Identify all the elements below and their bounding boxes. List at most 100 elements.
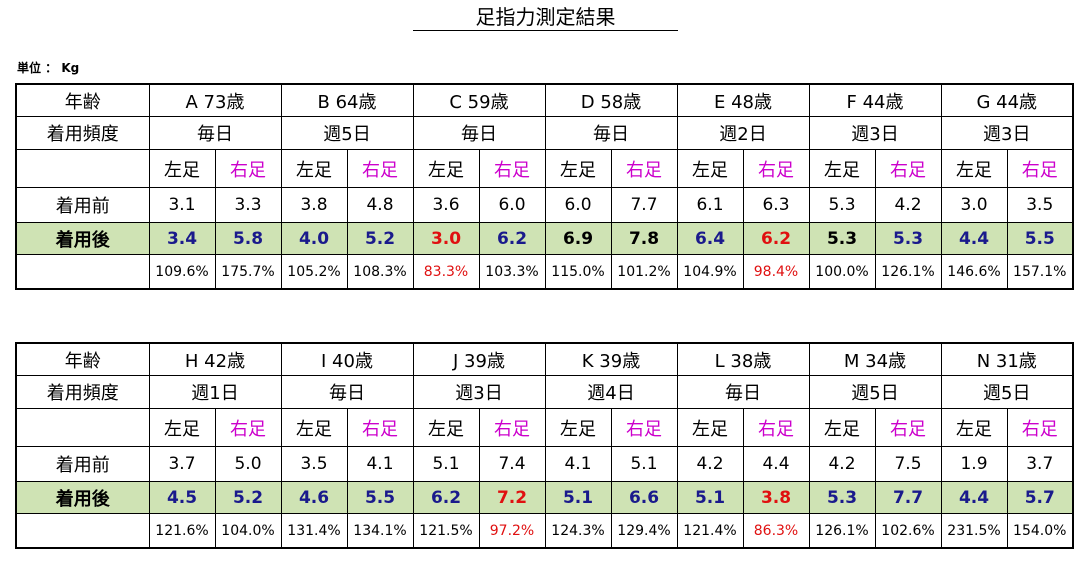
before-value: 6.1 [676, 187, 744, 223]
after-value: 3.0 [412, 222, 480, 255]
before-value: 3.8 [280, 187, 348, 223]
after-value: 4.6 [280, 481, 348, 514]
ratio-value: 108.3% [346, 254, 414, 290]
left-foot-label: 左足 [148, 408, 216, 447]
age-row-label: 年齢 [15, 83, 150, 117]
left-foot-label: 左足 [940, 408, 1008, 447]
right-foot-label: 右足 [214, 408, 282, 447]
ratio-value: 157.1% [1006, 254, 1074, 290]
before-row: 着用前 3.1 3.3 3.8 4.8 3.6 6.0 6.0 7.7 6.1 6.3 5.3 4.2 3… [15, 187, 1074, 223]
right-foot-label: 右足 [610, 408, 678, 447]
ratio-value: 121.4% [676, 513, 744, 549]
before-value: 5.0 [214, 446, 282, 482]
left-foot-label: 左足 [412, 149, 480, 188]
frequency-row: 着用頻度 毎日 週5日 毎日 毎日 週2日 週3日 週3日 [15, 116, 1074, 150]
ratio-value: 126.1% [808, 513, 876, 549]
before-value: 5.1 [610, 446, 678, 482]
wear-frequency: 毎日 [544, 116, 678, 150]
right-foot-label: 右足 [1006, 408, 1074, 447]
after-value: 5.8 [214, 222, 282, 255]
after-value: 6.4 [676, 222, 744, 255]
frequency-row-label: 着用頻度 [15, 375, 150, 409]
after-value: 6.2 [742, 222, 810, 255]
after-value: 4.4 [940, 222, 1008, 255]
after-value: 3.8 [742, 481, 810, 514]
before-value: 4.8 [346, 187, 414, 223]
ratio-value: 146.6% [940, 254, 1008, 290]
after-value: 7.2 [478, 481, 546, 514]
after-row: 着用後 4.5 5.2 4.6 5.5 6.2 7.2 5.1 6.6 5.1 3.8 5.3 7.7 4… [15, 481, 1074, 514]
ratio-value: 115.0% [544, 254, 612, 290]
ratio-value: 154.0% [1006, 513, 1074, 549]
foot-side-row: 左足 右足 左足 右足 左足 右足 左足 右足 左足 右足 左足 右足 左足 右足 [15, 149, 1074, 188]
left-foot-label: 左足 [676, 408, 744, 447]
right-foot-label: 右足 [214, 149, 282, 188]
subject-id: C 59歳 [412, 83, 546, 117]
left-foot-label: 左足 [544, 408, 612, 447]
ratio-value: 83.3% [412, 254, 480, 290]
after-value: 5.3 [808, 481, 876, 514]
ratio-value: 231.5% [940, 513, 1008, 549]
before-value: 6.3 [742, 187, 810, 223]
before-value: 3.6 [412, 187, 480, 223]
after-value: 6.9 [544, 222, 612, 255]
ratio-value: 101.2% [610, 254, 678, 290]
before-value: 3.7 [148, 446, 216, 482]
ratio-value: 102.6% [874, 513, 942, 549]
subject-id: M 34歳 [808, 342, 942, 376]
after-value: 4.0 [280, 222, 348, 255]
subject-id: G 44歳 [940, 83, 1074, 117]
wear-frequency: 毎日 [148, 116, 282, 150]
wear-frequency: 毎日 [676, 375, 810, 409]
unit-label: 単位 ： Kg [17, 61, 80, 75]
before-value: 3.5 [280, 446, 348, 482]
subject-id: E 48歳 [676, 83, 810, 117]
after-value: 6.2 [412, 481, 480, 514]
wear-frequency: 週3日 [940, 116, 1074, 150]
before-value: 3.5 [1006, 187, 1074, 223]
ratio-value: 129.4% [610, 513, 678, 549]
after-row-label: 着用後 [15, 481, 150, 514]
right-foot-label: 右足 [874, 149, 942, 188]
ratio-value: 98.4% [742, 254, 810, 290]
left-foot-label: 左足 [280, 149, 348, 188]
empty-label-cell [15, 513, 150, 549]
before-value: 3.0 [940, 187, 1008, 223]
ratio-value: 105.2% [280, 254, 348, 290]
frequency-row-label: 着用頻度 [15, 116, 150, 150]
subject-id: N 31歳 [940, 342, 1074, 376]
ratio-value: 126.1% [874, 254, 942, 290]
subject-id: H 42歳 [148, 342, 282, 376]
ratio-value: 86.3% [742, 513, 810, 549]
left-foot-label: 左足 [412, 408, 480, 447]
subject-id: D 58歳 [544, 83, 678, 117]
after-value: 5.2 [214, 481, 282, 514]
ratio-value: 100.0% [808, 254, 876, 290]
subject-id: I 40歳 [280, 342, 414, 376]
after-value: 7.8 [610, 222, 678, 255]
after-value: 7.7 [874, 481, 942, 514]
right-foot-label: 右足 [874, 408, 942, 447]
before-value: 1.9 [940, 446, 1008, 482]
ratio-row: 109.6% 175.7% 105.2% 108.3% 83.3% 103.3% 115.0… [15, 254, 1074, 290]
ratio-value: 134.1% [346, 513, 414, 549]
right-foot-label: 右足 [478, 408, 546, 447]
right-foot-label: 右足 [346, 408, 414, 447]
before-value: 7.4 [478, 446, 546, 482]
right-foot-label: 右足 [742, 149, 810, 188]
left-foot-label: 左足 [148, 149, 216, 188]
before-value: 4.4 [742, 446, 810, 482]
wear-frequency: 週5日 [940, 375, 1074, 409]
before-value: 4.2 [676, 446, 744, 482]
ratio-value: 104.9% [676, 254, 744, 290]
age-row: 年齢 H 42歳 I 40歳 J 39歳 K 39歳 L 38歳 M 34歳 N 31歳 [15, 342, 1074, 376]
before-value: 3.1 [148, 187, 216, 223]
subject-id: F 44歳 [808, 83, 942, 117]
before-value: 4.2 [874, 187, 942, 223]
subject-id: A 73歳 [148, 83, 282, 117]
right-foot-label: 右足 [742, 408, 810, 447]
ratio-value: 131.4% [280, 513, 348, 549]
subject-id: L 38歳 [676, 342, 810, 376]
subject-id: K 39歳 [544, 342, 678, 376]
before-row-label: 着用前 [15, 446, 150, 482]
